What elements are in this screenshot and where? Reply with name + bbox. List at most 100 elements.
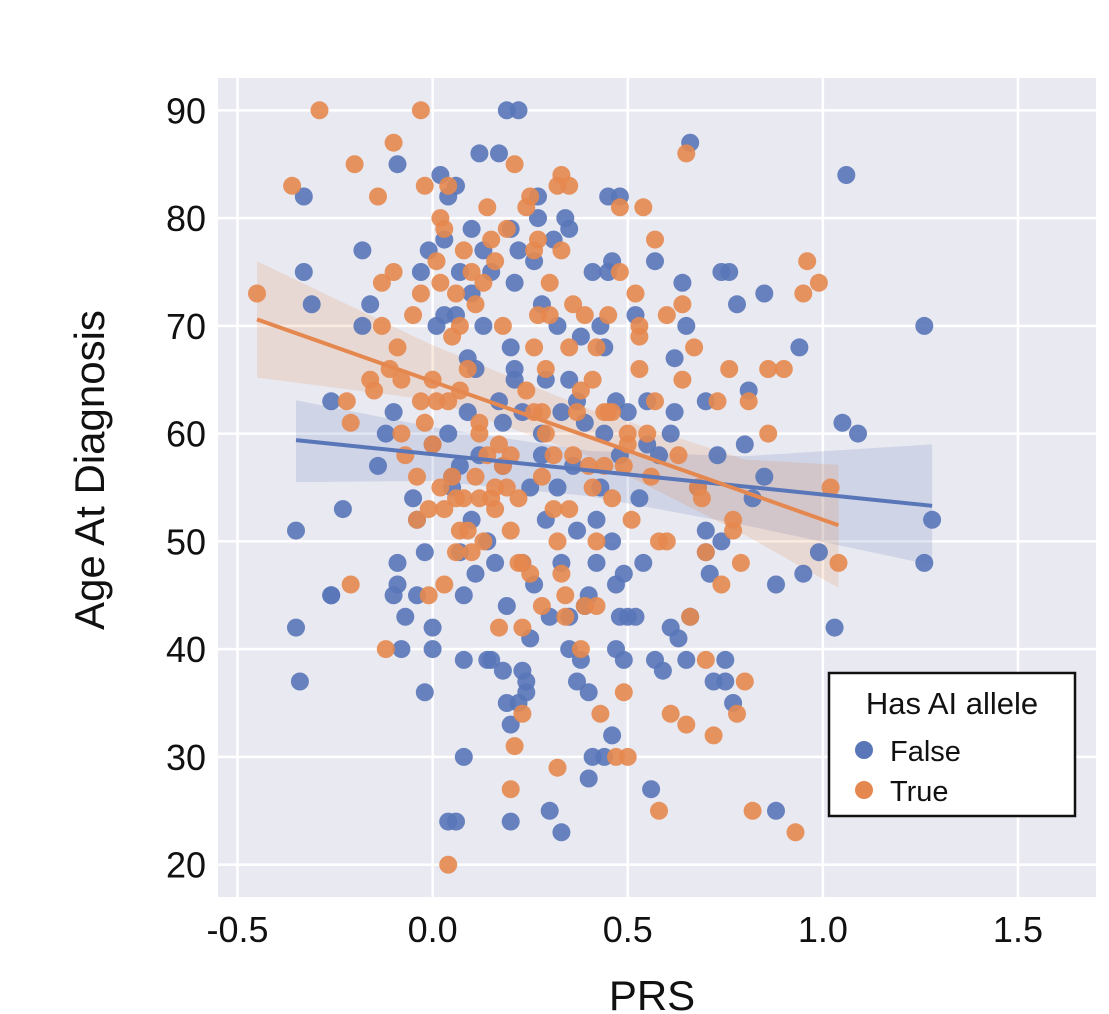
data-point-true: [532, 467, 551, 486]
data-point-true: [809, 273, 828, 292]
y-tick-labels: 20 30 40 50 60 70 80 90: [166, 90, 206, 885]
data-point-true: [696, 650, 715, 669]
legend: Has AI allele False True: [827, 671, 1077, 818]
data-point-true: [696, 543, 715, 562]
data-point-true: [529, 230, 547, 249]
data-point-false: [755, 467, 774, 486]
y-tick-label: 40: [166, 629, 206, 670]
x-tick-label: -0.5: [206, 909, 268, 950]
data-point-true: [509, 553, 528, 572]
data-point-true: [501, 521, 520, 540]
data-point-false: [517, 672, 536, 691]
data-point-true: [513, 704, 532, 723]
x-tick-label: 1.5: [993, 909, 1043, 950]
data-point-false: [493, 661, 512, 680]
legend-label-false: False: [890, 736, 961, 768]
data-point-true: [454, 489, 473, 508]
data-point-true: [447, 284, 465, 303]
data-point-true: [384, 263, 403, 281]
data-point-true: [587, 597, 606, 615]
data-point-false: [529, 209, 547, 228]
data-point-true: [544, 446, 563, 465]
data-point-false: [294, 263, 313, 281]
x-tick-label: 0.0: [408, 909, 458, 950]
data-point-false: [923, 510, 942, 529]
data-point-true: [419, 500, 438, 519]
data-point-false: [595, 424, 614, 443]
data-point-true: [821, 478, 840, 497]
data-point-false: [661, 424, 680, 443]
data-point-true: [525, 338, 544, 357]
data-point-true: [571, 381, 590, 400]
data-point-false: [728, 295, 746, 314]
data-point-true: [501, 780, 520, 799]
data-point-false: [849, 424, 867, 443]
data-point-false: [673, 273, 692, 292]
data-point-false: [505, 370, 524, 389]
data-point-false: [384, 403, 403, 422]
data-point-false: [646, 252, 664, 271]
data-point-true: [493, 316, 512, 335]
data-point-true: [337, 392, 356, 411]
data-point-true: [759, 424, 778, 443]
data-point-true: [575, 306, 594, 325]
y-tick-label: 90: [166, 90, 206, 131]
data-point-true: [486, 252, 505, 271]
data-point-true: [794, 284, 813, 303]
data-point-true: [728, 704, 746, 723]
data-point-false: [755, 284, 774, 303]
data-point-false: [392, 640, 411, 659]
data-point-true: [372, 316, 391, 335]
ci-band-false: [296, 400, 933, 566]
data-point-true: [517, 381, 536, 400]
data-point-true: [673, 295, 692, 314]
data-point-true: [661, 704, 680, 723]
data-point-true: [610, 198, 629, 217]
data-point-false: [677, 316, 696, 335]
data-point-true: [411, 284, 430, 303]
data-point-true: [447, 543, 465, 562]
data-point-true: [735, 672, 754, 691]
data-point-false: [287, 618, 305, 637]
data-point-false: [376, 424, 395, 443]
data-point-true: [490, 618, 508, 637]
data-point-false: [837, 166, 856, 184]
data-point-true: [603, 489, 622, 508]
data-point-true: [673, 370, 692, 389]
data-point-true: [712, 575, 731, 594]
data-point-true: [388, 338, 407, 357]
data-point-false: [560, 370, 579, 389]
data-point-true: [501, 446, 520, 465]
data-point-false: [287, 521, 305, 540]
data-point-false: [587, 553, 606, 572]
data-point-true: [583, 370, 602, 389]
data-point-true: [345, 155, 364, 174]
data-point-true: [478, 198, 497, 217]
data-point-true: [544, 500, 563, 519]
data-point-true: [638, 424, 657, 443]
data-point-false: [825, 618, 844, 637]
data-point-true: [513, 618, 532, 637]
data-point-false: [579, 769, 598, 788]
data-point-false: [603, 532, 622, 551]
data-point-false: [423, 640, 442, 659]
data-point-true: [560, 176, 579, 195]
data-point-true: [505, 737, 524, 756]
data-point-false: [353, 241, 372, 260]
data-point-false: [677, 650, 696, 669]
data-point-false: [458, 403, 477, 422]
data-point-false: [915, 553, 934, 572]
data-point-true: [743, 801, 762, 820]
data-point-false: [462, 219, 481, 238]
data-point-true: [474, 532, 493, 551]
data-point-false: [587, 510, 606, 529]
data-point-true: [614, 683, 633, 702]
data-point-false: [665, 403, 684, 422]
data-point-false: [568, 672, 586, 691]
data-point-true: [536, 424, 555, 443]
data-point-true: [365, 381, 384, 400]
data-point-true: [681, 607, 700, 626]
data-point-true: [548, 758, 567, 777]
data-point-false: [568, 521, 586, 540]
legend-title: Has AI allele: [866, 686, 1038, 721]
